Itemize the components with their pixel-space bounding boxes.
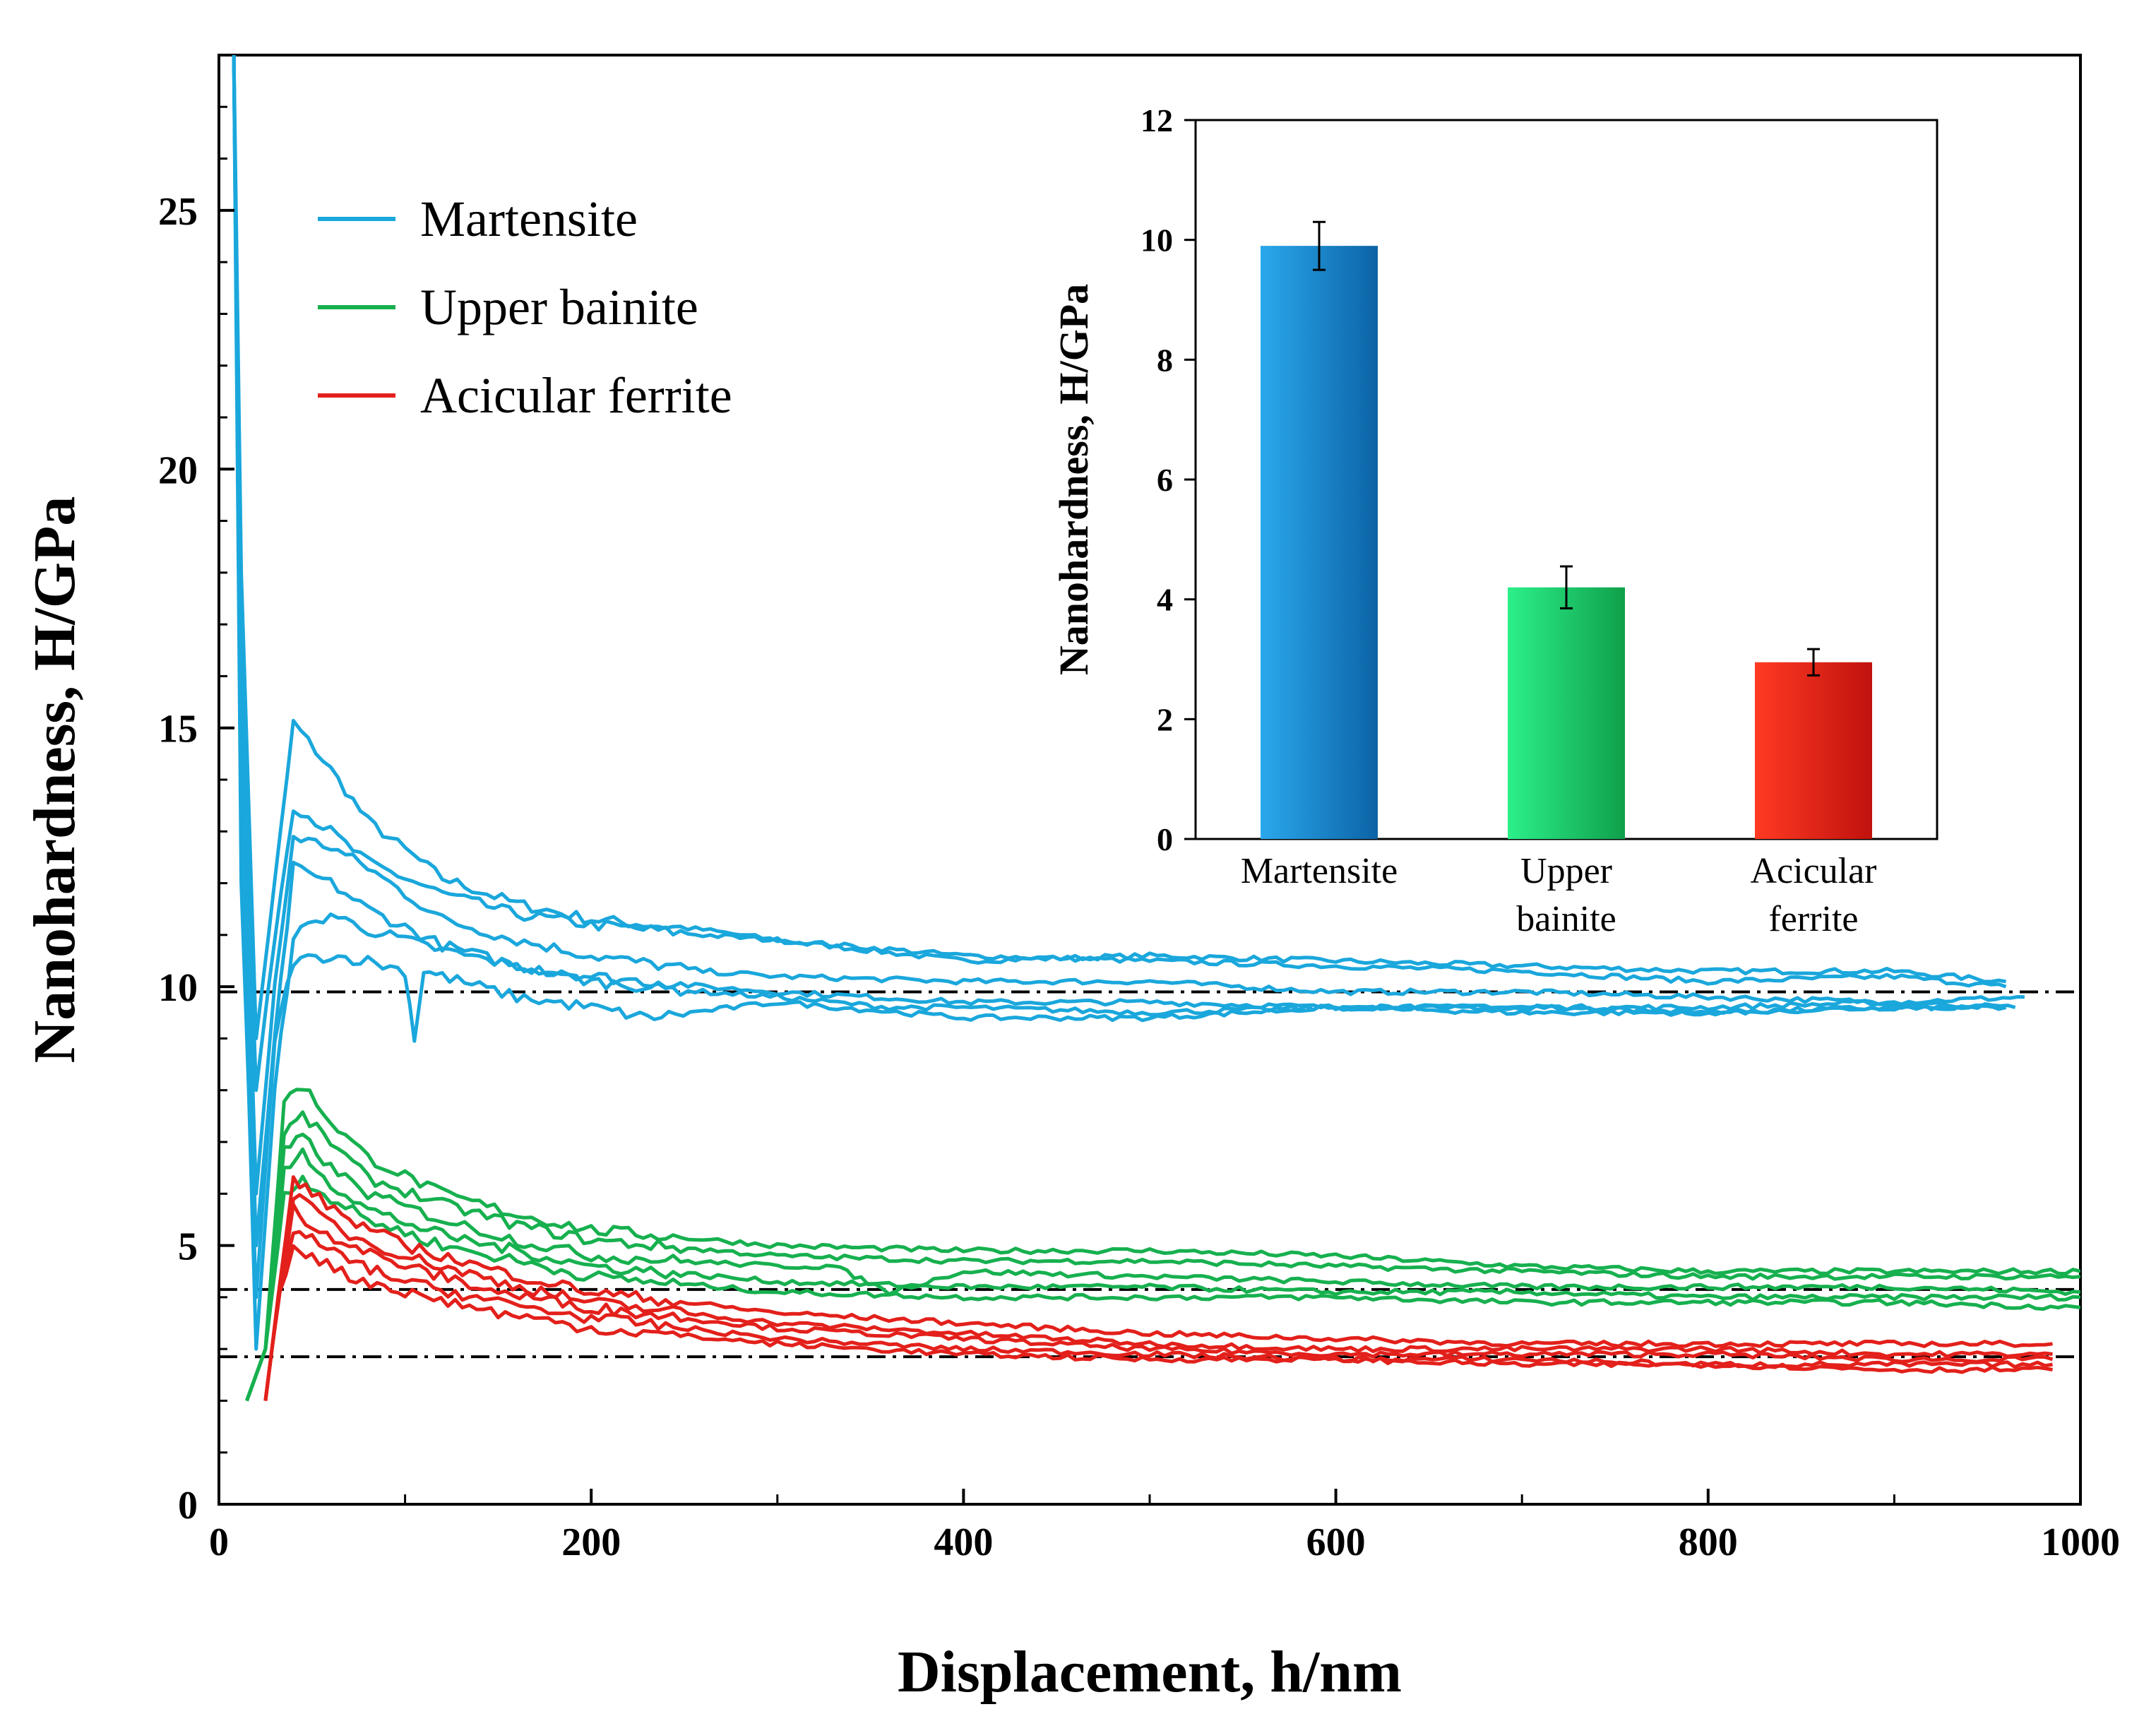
inset-category-label: ferrite	[1768, 899, 1858, 939]
x-tick-label: 400	[934, 1520, 993, 1564]
x-tick-label: 800	[1679, 1520, 1738, 1564]
x-tick-label: 200	[561, 1520, 621, 1564]
series-martensite	[232, 55, 2025, 1351]
series-upper-bainite	[245, 1088, 2080, 1402]
inset-y-tick-label: 0	[1157, 821, 1173, 857]
inset-y-axis-title: Nanohardness, H/GPa	[1051, 284, 1097, 675]
x-tick-label: 0	[209, 1520, 229, 1564]
curve	[245, 1174, 2080, 1402]
bar	[1508, 587, 1625, 839]
curve	[232, 55, 2007, 1093]
curve	[232, 55, 2016, 1248]
curve	[232, 55, 2025, 1196]
curve	[263, 1175, 2053, 1401]
curve	[245, 1110, 2080, 1402]
legend-label: Acicular ferrite	[420, 367, 732, 424]
y-axis: 0 5 10 15 20 25	[158, 105, 234, 1528]
inset-x-axis: Martensite Upper bainite Acicular ferrite	[1241, 851, 1877, 939]
inset-y-tick-label: 8	[1157, 342, 1173, 378]
inset-category-label: Martensite	[1241, 851, 1398, 891]
curve	[263, 1203, 2054, 1401]
curve	[245, 1132, 2080, 1402]
series-acicular-ferrite	[263, 1175, 2054, 1401]
inset-bars	[1261, 220, 1872, 839]
curves	[232, 55, 2080, 1402]
x-axis: 0 200 400 600 800 1000	[209, 1489, 2120, 1564]
inset-y-tick-label: 6	[1157, 462, 1173, 498]
bar	[1755, 662, 1872, 839]
curve	[263, 1244, 2053, 1401]
inset-category-label: Acicular	[1750, 851, 1876, 891]
legend-label: Martensite	[420, 191, 638, 247]
inset-bar-chart: 0 2 4 6 8 10 12 Martensite Upper bainite Acicular…	[1051, 102, 1938, 939]
y-tick-label: 25	[158, 190, 198, 234]
inset-y-tick-label: 10	[1140, 222, 1173, 258]
inset-y-tick-label: 4	[1157, 582, 1173, 618]
y-tick-label: 15	[158, 708, 198, 751]
legend-label: Upper bainite	[420, 279, 698, 335]
inset-y-tick-label: 12	[1140, 102, 1173, 138]
y-axis-title: Nanohardness, H/GPa	[22, 496, 88, 1064]
inset-y-tick-label: 2	[1157, 701, 1173, 737]
inset-y-axis: 0 2 4 6 8 10 12	[1140, 102, 1196, 857]
x-tick-label: 1000	[2041, 1520, 2120, 1564]
x-tick-label: 600	[1306, 1520, 1366, 1564]
legend: Martensite Upper bainite Acicular ferrite	[318, 191, 732, 424]
curve	[245, 1088, 2080, 1402]
curve	[232, 55, 2007, 1299]
curve	[245, 1147, 2080, 1402]
inset-category-label: Upper	[1520, 851, 1612, 891]
y-tick-label: 20	[158, 448, 198, 492]
curve	[232, 55, 2006, 1040]
inset-category-label: bainite	[1516, 899, 1616, 939]
x-axis-title: Displacement, h/nm	[898, 1639, 1402, 1705]
y-tick-label: 5	[178, 1225, 198, 1269]
y-tick-label: 10	[158, 966, 198, 1010]
y-tick-label: 0	[178, 1484, 198, 1528]
bar	[1261, 246, 1378, 839]
